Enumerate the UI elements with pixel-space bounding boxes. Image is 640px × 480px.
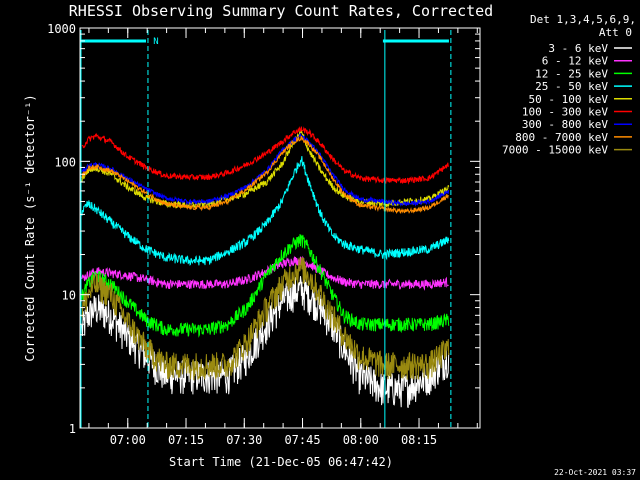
y-axis-title: Corrected Count Rate (s⁻¹ detector⁻¹) — [23, 94, 37, 361]
legend-label: 300 - 800 keV — [522, 118, 608, 131]
series-line-1 — [81, 255, 449, 291]
legend-label: 50 - 100 keV — [529, 93, 609, 106]
y-axis: 1 10 100 1000 — [47, 22, 480, 436]
series-line-5 — [81, 126, 450, 185]
x-tick-label: 08:15 — [401, 433, 437, 447]
legend-label: 3 - 6 keV — [548, 42, 608, 55]
series-line-8 — [81, 257, 450, 381]
series-line-3 — [81, 156, 450, 266]
plot-area: N — [80, 30, 452, 428]
legend-label: 12 - 25 keV — [535, 67, 608, 80]
legend-header-line-1: Det 1,3,4,5,6,9, — [530, 13, 636, 26]
x-axis-title: Start Time (21-Dec-05 06:47:42) — [169, 455, 393, 469]
legend-label: 100 - 300 keV — [522, 106, 608, 119]
x-tick-label: 07:30 — [226, 433, 262, 447]
x-tick-label: 08:00 — [343, 433, 379, 447]
y-tick-label: 10 — [62, 289, 76, 303]
legend-label: 7000 - 15000 keV — [502, 144, 608, 157]
series-line-4 — [81, 129, 450, 209]
chart-title: RHESSI Observing Summary Count Rates, Co… — [69, 2, 493, 20]
y-tick-label: 1000 — [47, 22, 76, 36]
y-tick-label: 1 — [69, 422, 76, 436]
legend-label: 25 - 50 keV — [535, 80, 608, 93]
flag-bar-label: N — [153, 37, 158, 47]
footer-timestamp: 22-Oct-2021 03:37 — [554, 468, 636, 477]
legend-label: 6 - 12 keV — [542, 55, 609, 68]
legend-header-line-2: Att 0 — [599, 26, 632, 39]
series-line-2 — [81, 234, 450, 338]
x-tick-label: 07:00 — [110, 433, 146, 447]
legend-label: 800 - 7000 keV — [515, 131, 608, 144]
x-axis: 07:00 07:15 07:30 07:45 08:00 08:15 — [88, 28, 478, 447]
series-line-7 — [81, 135, 449, 215]
x-tick-label: 07:15 — [168, 433, 204, 447]
plot-frame — [79, 27, 481, 429]
plot-axes — [79, 27, 481, 429]
x-tick-label: 07:45 — [284, 433, 320, 447]
y-tick-label: 100 — [54, 155, 76, 169]
